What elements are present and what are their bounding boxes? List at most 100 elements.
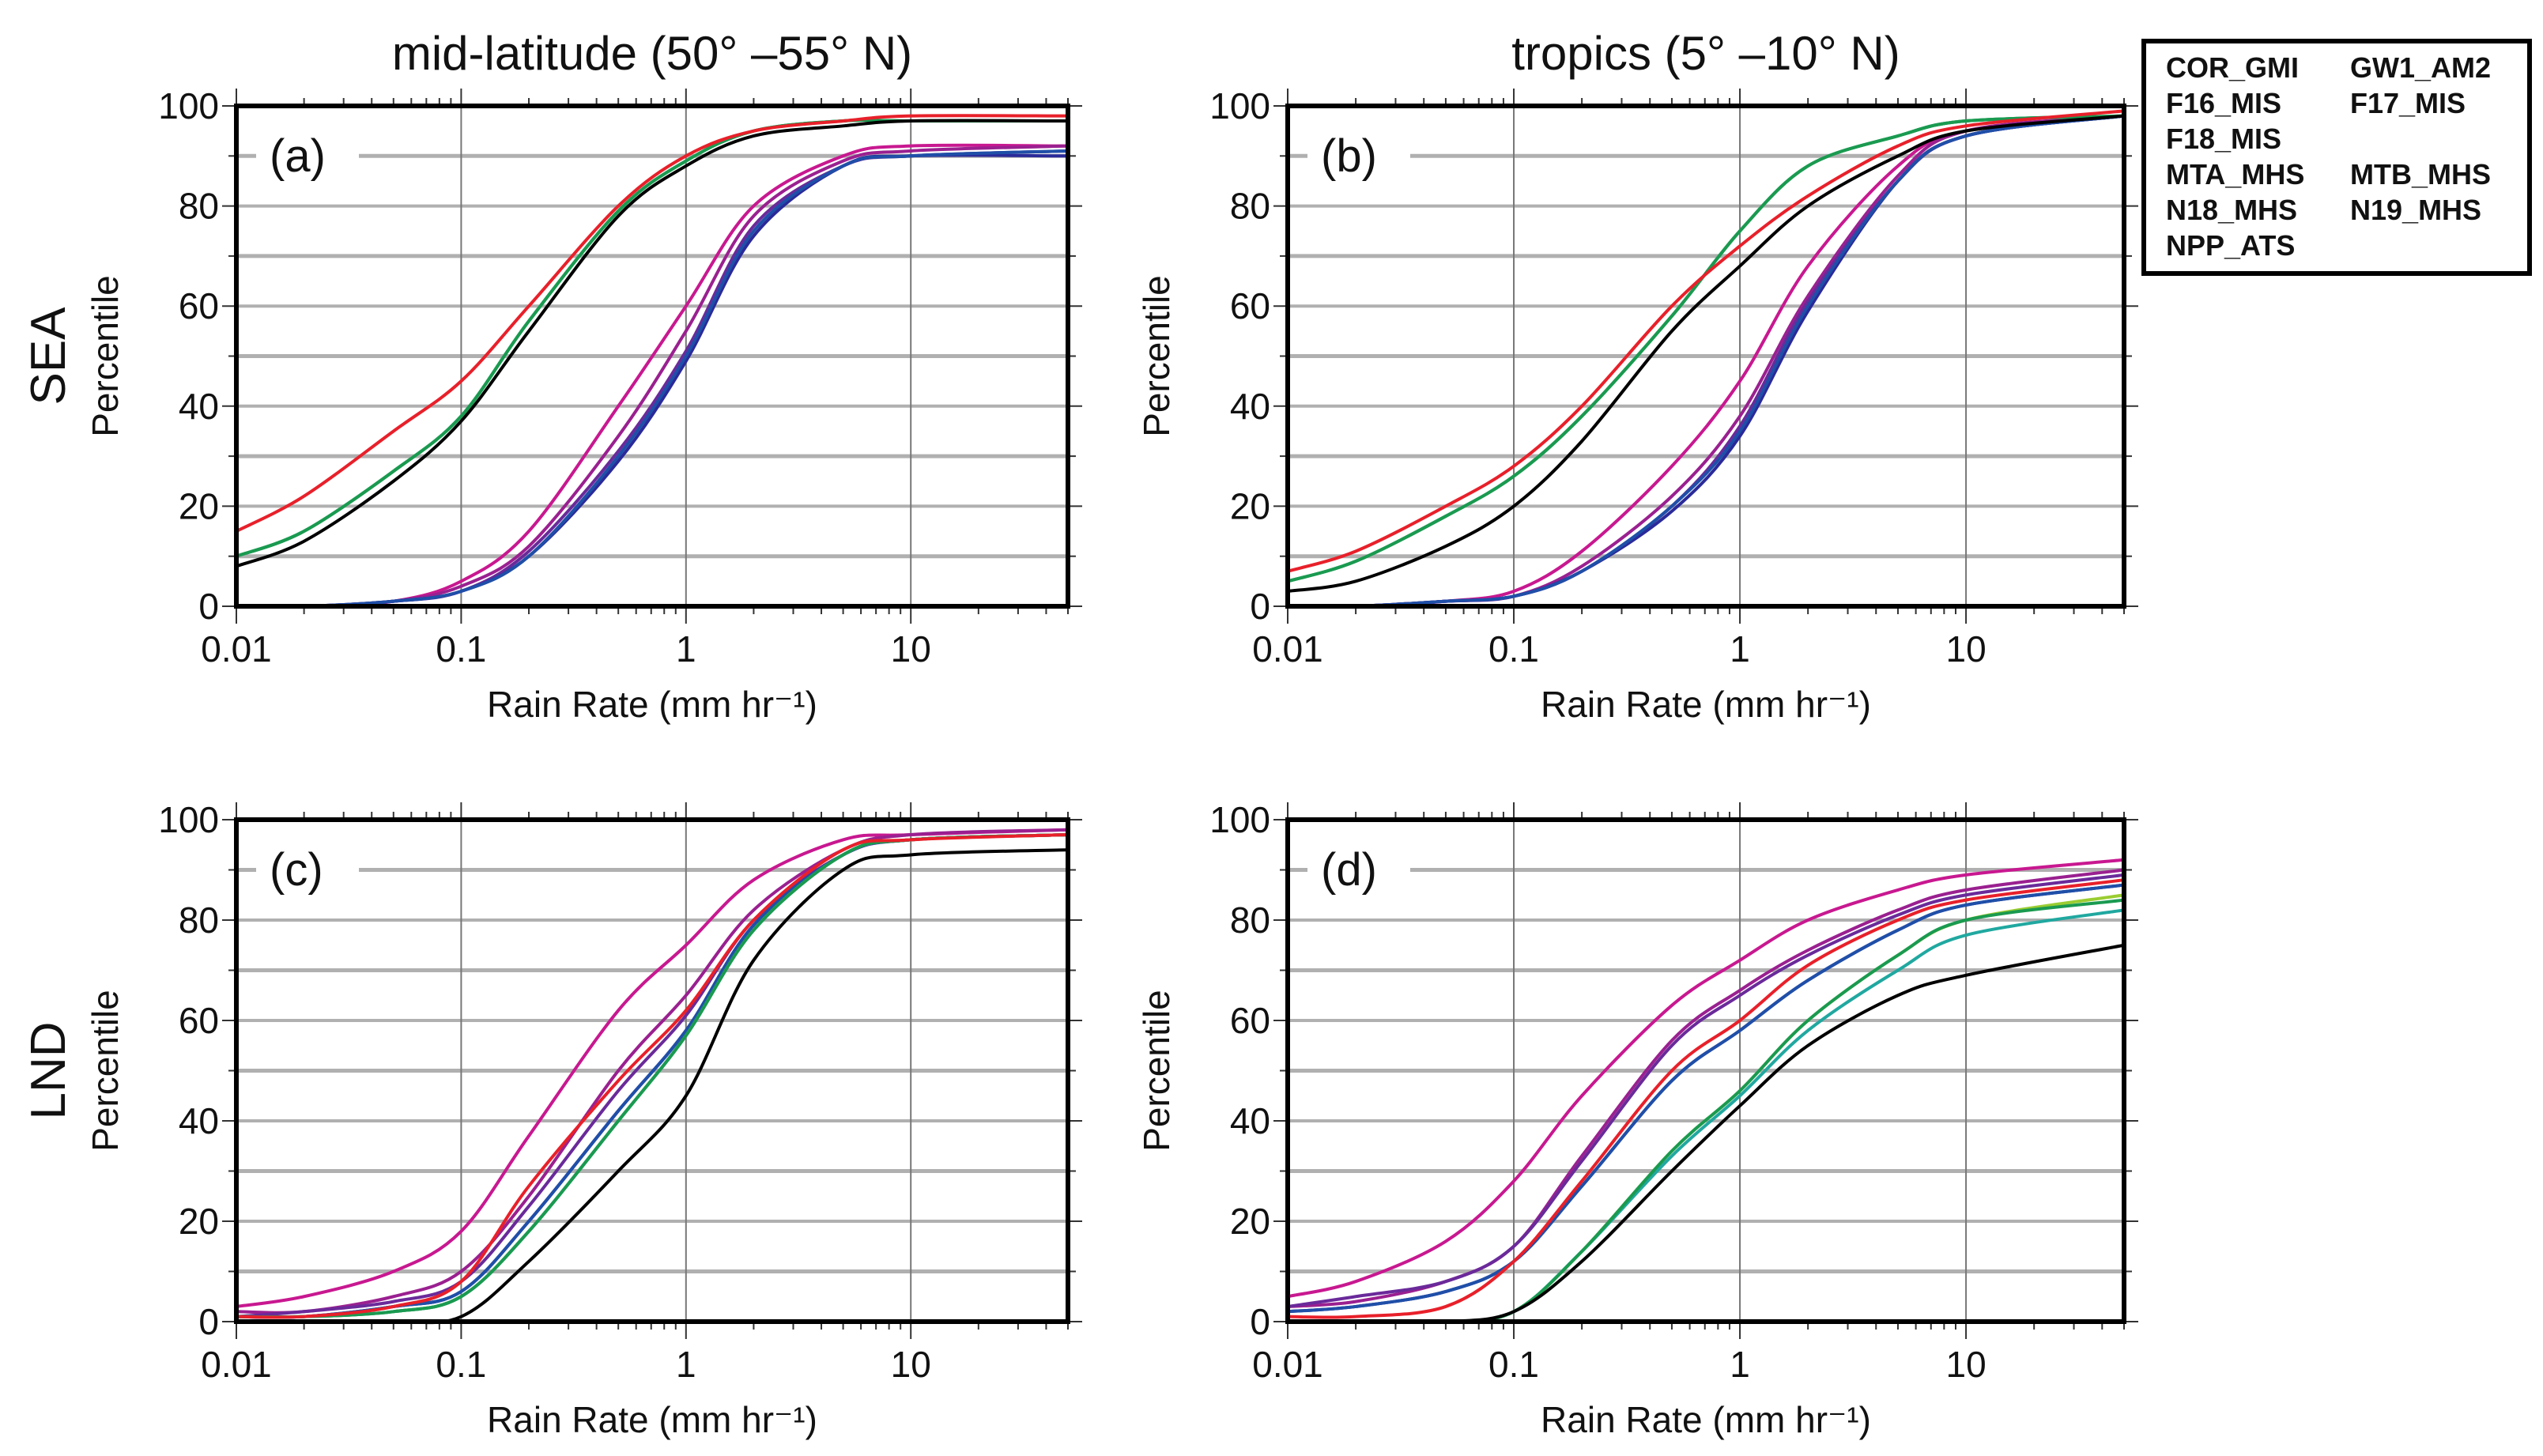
series-line-cor-gmi [236,119,1069,568]
panel-label: (b) [1321,130,1377,182]
x-tick-label: 0.01 [201,628,272,670]
y-tick-label: 80 [1230,900,1270,941]
y-tick-label: 60 [179,1000,219,1041]
y-axis-label: Percentile [85,990,126,1152]
y-tick-label: 0 [1250,1301,1270,1342]
y-tick-label: 40 [179,1100,219,1141]
legend-item: F17_MIS [2350,87,2466,119]
series-line-f16-mis [236,833,1069,1319]
series-line-mta-mhs [236,149,1069,609]
series-line-f18-mis [236,833,1069,1319]
series-line-npp-ats [236,828,1069,1308]
series-line-mta-mhs [1287,114,2125,609]
series-line-f17-mis [236,833,1069,1319]
series-line-gw1-am2 [236,833,1069,1319]
series-line-npp-ats [1287,858,2125,1299]
x-tick-label: 10 [891,1344,931,1385]
y-tick-label: 60 [179,285,219,326]
panel-label-bg [256,839,359,899]
series-line-n19-mhs [236,828,1069,1315]
legend-item: F16_MIS [2166,87,2281,119]
x-tick-label: 1 [676,1344,696,1385]
x-tick-label: 0.1 [436,1344,486,1385]
series-line-f17-mis [1287,114,2125,583]
series-line-n19-mhs [1287,868,2125,1308]
plot-frame [234,104,1070,609]
row-label: LND [21,1021,76,1119]
series-line-f18-mis [1287,114,2125,583]
legend-item: N19_MHS [2350,194,2481,226]
series-line-f16-mis [1287,114,2125,583]
y-tick-label: 40 [1230,1100,1270,1141]
y-tick-label: 100 [1209,85,1270,126]
y-tick-label: 0 [1250,586,1270,627]
y-axis-label: Percentile [1136,990,1177,1152]
x-axis-label: Rain Rate (mm hr⁻¹) [1541,1399,1871,1440]
series-line-gw1-am2 [1287,878,2125,1319]
legend: COR_GMI GW1_AM2 F16_MIS F17_MIS F18_MISMTA_M… [2141,39,2532,276]
series-line-gw1-am2 [236,114,1069,533]
x-tick-label: 1 [1730,628,1750,670]
x-axis-label: Rain Rate (mm hr⁻¹) [1541,684,1871,725]
series-line-mtb-mhs [1287,883,2125,1314]
panel-label-bg [256,126,359,185]
x-tick-label: 0.01 [201,1344,272,1385]
y-tick-label: 100 [1209,799,1270,840]
x-tick-label: 10 [1945,1344,1986,1385]
row-label: SEA [21,307,76,405]
series-line-mtb-mhs [236,833,1069,1319]
y-axis-label: Percentile [1136,275,1177,437]
y-tick-label: 60 [1230,285,1270,326]
series-line-npp-ats [236,143,1069,609]
series-line-n19-mhs [236,144,1069,609]
series-line-cor-gmi [1288,943,2125,1324]
x-tick-label: 0.1 [1488,628,1539,670]
legend-item: MTB_MHS [2350,158,2491,190]
y-tick-label: 100 [158,85,219,126]
x-tick-label: 10 [1945,628,1986,670]
legend-item: NPP_ATS [2166,229,2295,262]
series-line-cor-gmi [1287,114,2125,593]
column-title: tropics (5° –10° N) [1511,27,1900,80]
x-tick-label: 0.01 [1252,628,1323,670]
y-tick-label: 80 [1230,186,1270,227]
series-line-n18-mhs [236,149,1069,609]
series-line-n18-mhs [1287,873,2125,1308]
column-title: mid-latitude (50° –55° N) [392,27,912,80]
legend-item: F18_MIS [2166,123,2281,155]
panel-label: (d) [1321,844,1377,896]
legend-item: GW1_AM2 [2350,51,2491,84]
series-line-mta-mhs [1287,883,2125,1314]
legend-item: COR_GMI [2166,51,2299,84]
series-line-n18-mhs [236,833,1069,1318]
legend-box [2141,39,2532,276]
x-axis-label: Rain Rate (mm hr⁻¹) [487,1399,817,1440]
panel-label-bg [1307,839,1410,899]
plot-frame [1285,817,2126,1324]
series-line-gw1-am2 [1287,109,2125,573]
panel-label-bg [1307,126,1410,185]
legend-item: N18_MHS [2166,194,2297,226]
y-tick-label: 20 [1230,1201,1270,1242]
series-line-mtb-mhs [236,153,1069,609]
x-tick-label: 0.1 [436,628,486,670]
legend-item: MTA_MHS [2166,158,2304,190]
series-line-mta-mhs [236,833,1069,1319]
x-tick-label: 1 [676,628,696,670]
y-tick-label: 20 [179,485,219,526]
series-line-f17-mis [236,119,1068,558]
y-tick-label: 60 [1230,1000,1270,1041]
panel-label: (a) [270,130,326,182]
x-tick-label: 0.01 [1252,1344,1323,1385]
y-tick-label: 0 [198,1301,219,1342]
x-tick-label: 1 [1730,1344,1750,1385]
y-tick-label: 20 [179,1201,219,1242]
x-axis-label: Rain Rate (mm hr⁻¹) [487,684,817,725]
panel-label: (c) [270,844,323,896]
x-tick-label: 0.1 [1488,1344,1539,1385]
